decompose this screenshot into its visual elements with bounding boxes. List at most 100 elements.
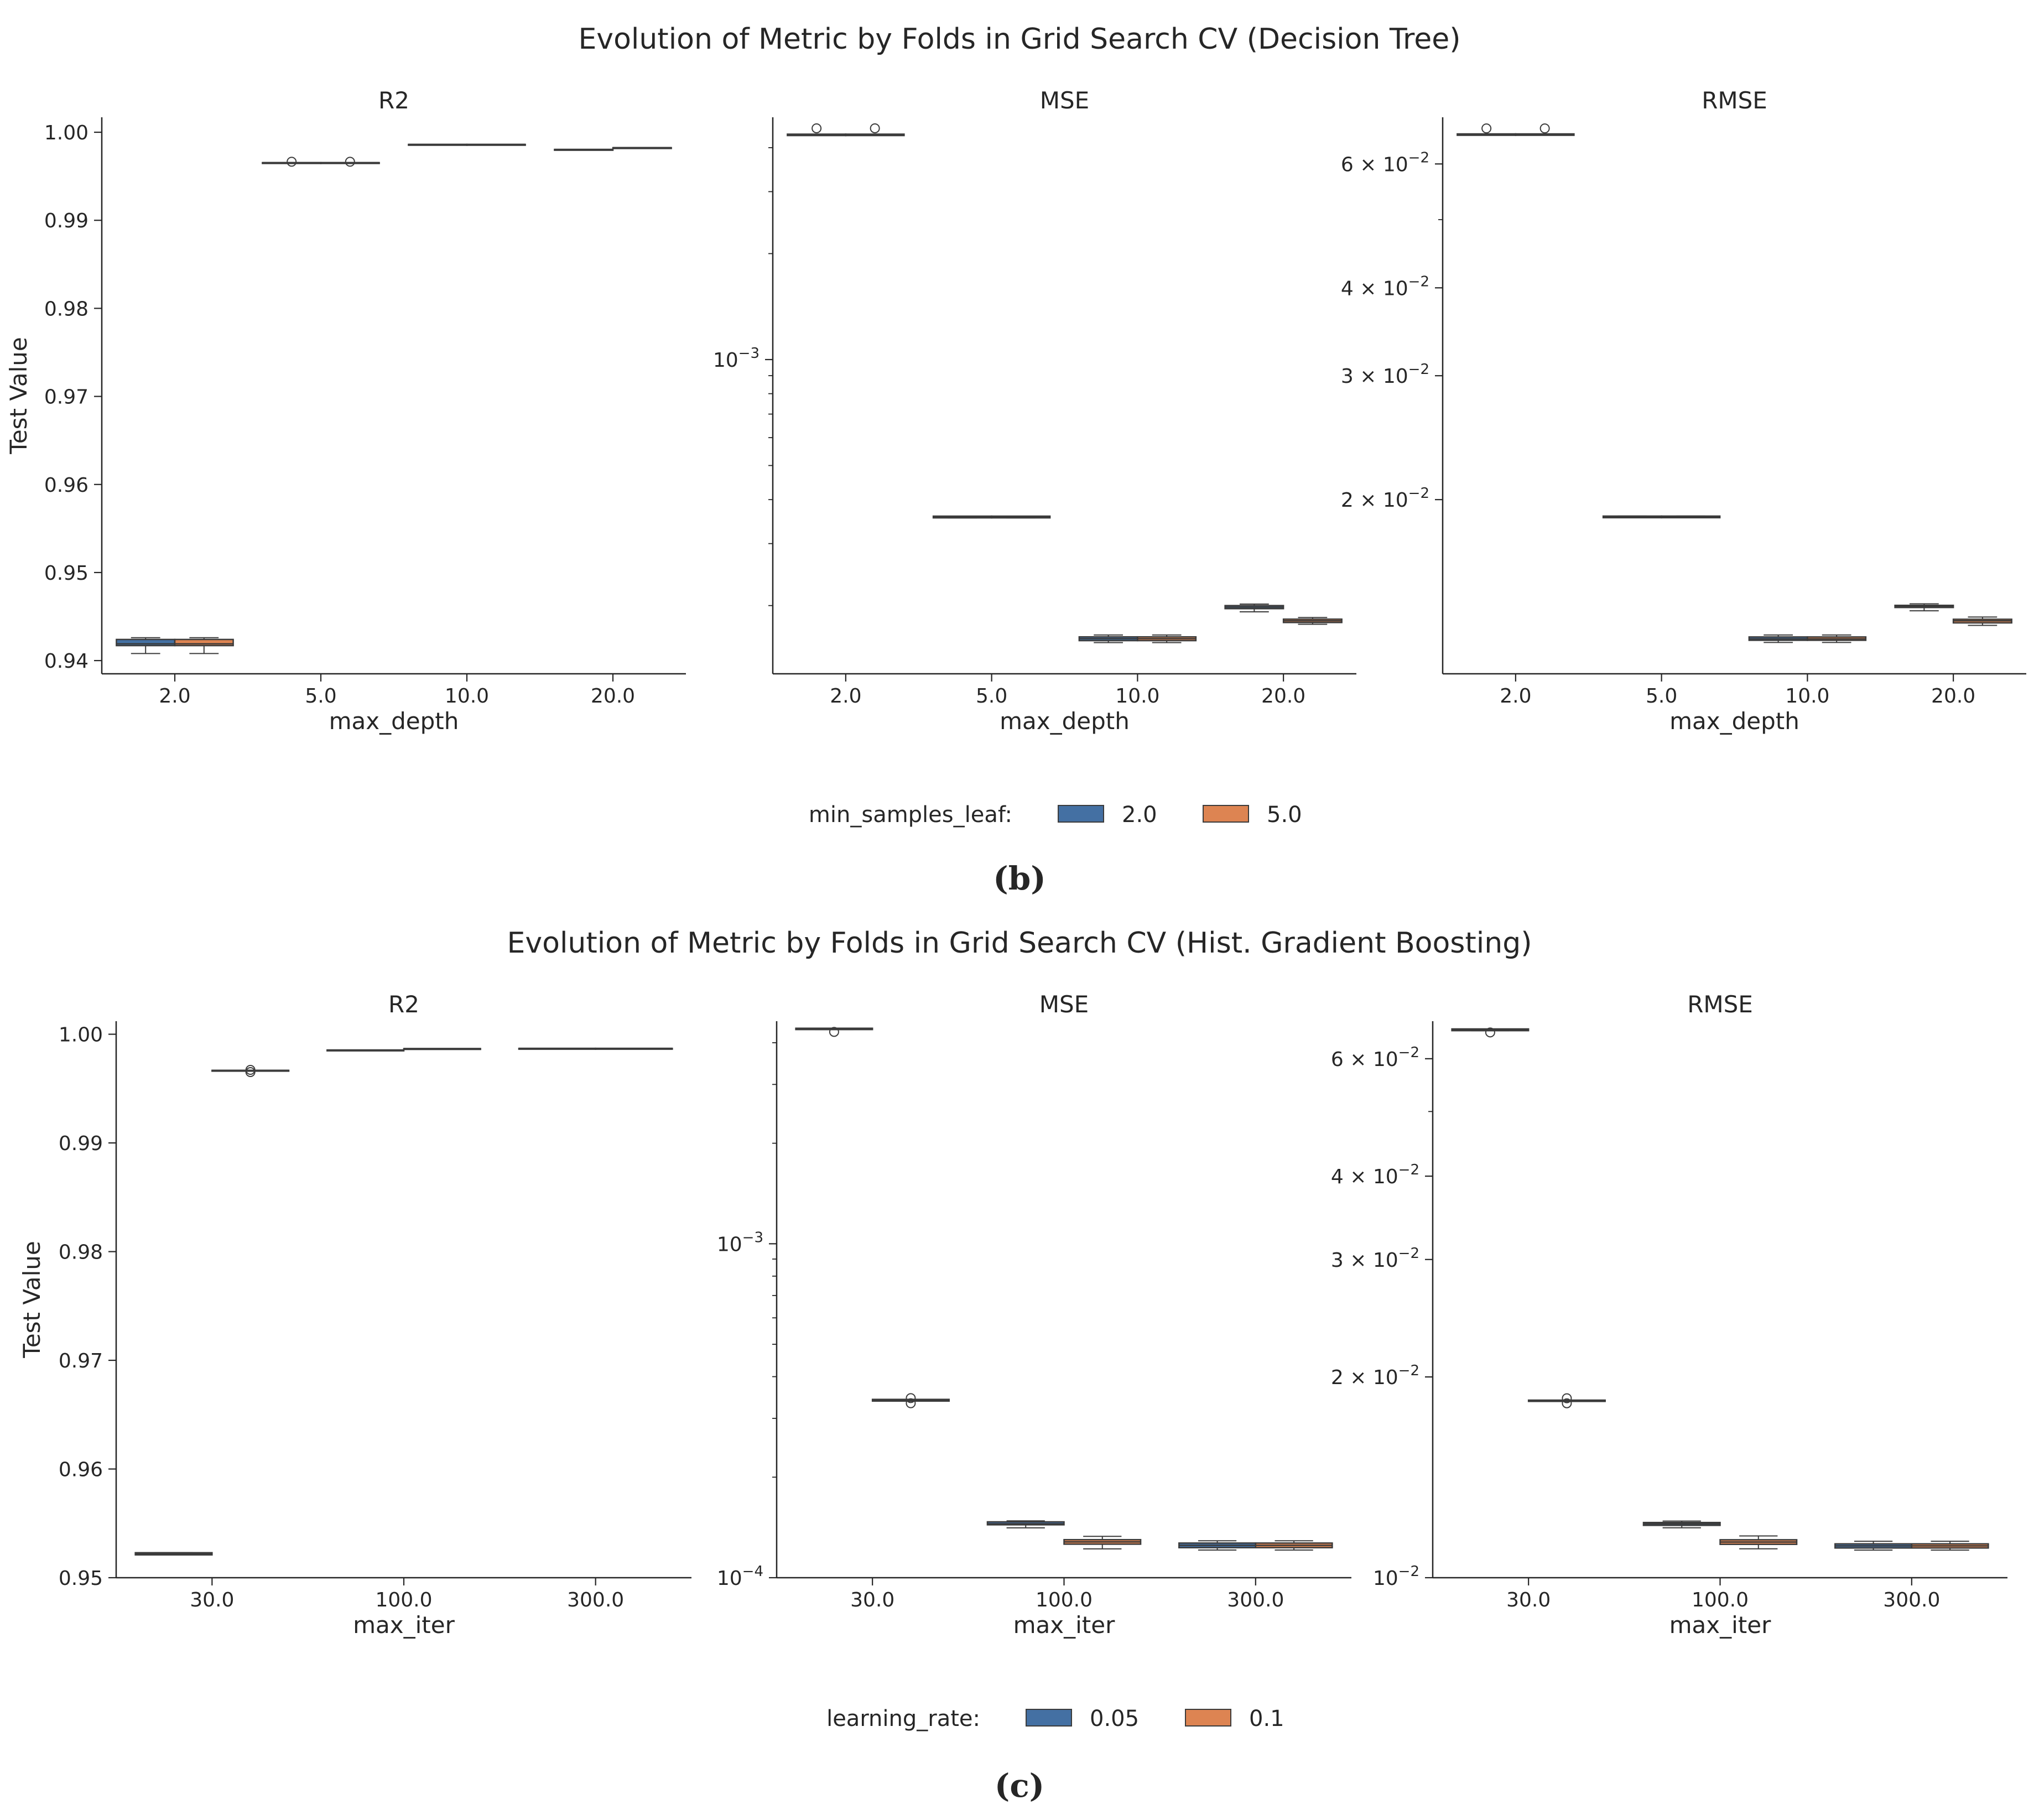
- figure-b-legend-swatch-0: [1058, 805, 1104, 823]
- panel-title: R2: [388, 991, 419, 1018]
- box-outlier: [287, 157, 297, 167]
- x-axis-label: max_depth: [1669, 708, 1799, 735]
- box-outlier: [870, 123, 880, 133]
- panel-title: RMSE: [1702, 87, 1767, 114]
- x-tick-label: 30.0: [190, 1589, 234, 1611]
- box-outlier: [812, 123, 822, 133]
- box-2.0-series-1: [845, 123, 905, 137]
- figure-c-legend-swatch-0: [1026, 1709, 1072, 1727]
- box-body: [174, 638, 234, 647]
- box-300.0-series-1: [595, 1047, 673, 1050]
- box-outlier: [1481, 123, 1492, 134]
- figure-c-legend-title: learning_rate:: [826, 1706, 980, 1731]
- box-30.0-series-0: [795, 1027, 873, 1037]
- box-100.0-series-1: [1719, 1535, 1798, 1549]
- box-5.0-series-1: [1661, 515, 1721, 519]
- x-tick-label: 5.0: [305, 685, 336, 708]
- x-tick-label: 2.0: [159, 685, 190, 708]
- box-20.0-series-0: [1894, 603, 1954, 612]
- y-tick-label: 1.00: [59, 1024, 103, 1047]
- y-tick-label: 1.00: [44, 122, 89, 144]
- box-30.0-series-1: [1527, 1393, 1606, 1408]
- box-outlier: [1562, 1398, 1572, 1408]
- box-outlier: [1539, 123, 1550, 134]
- box-20.0-series-1: [1282, 617, 1343, 625]
- box-30.0-series-0: [134, 1552, 213, 1556]
- box-outlier: [245, 1065, 256, 1075]
- x-axis-label: max_depth: [329, 708, 459, 735]
- figure-b-caption: (b): [993, 860, 1045, 897]
- box-100.0-series-0: [986, 1520, 1065, 1528]
- box-10.0-series-0: [408, 143, 468, 146]
- box-20.0-series-0: [554, 148, 614, 151]
- y-tick-label: 0.97: [44, 386, 89, 409]
- figure-b-title: Evolution of Metric by Folds in Grid Sea…: [578, 23, 1460, 56]
- box-10.0-series-1: [1137, 634, 1197, 643]
- box-5.0-series-0: [1602, 515, 1662, 519]
- panel-title: MSE: [1039, 991, 1089, 1018]
- x-tick-label: 10.0: [1785, 685, 1829, 708]
- box-300.0-series-1: [1255, 1540, 1333, 1551]
- box-body: [116, 638, 176, 647]
- box-outlier: [906, 1398, 916, 1408]
- x-tick-label: 300.0: [567, 1589, 624, 1611]
- y-tick-label: 0.96: [59, 1459, 103, 1481]
- figure-c-legend-swatch-1: [1185, 1709, 1231, 1727]
- figure-c-caption: (c): [995, 1767, 1044, 1805]
- box-2.0-series-1: [174, 637, 234, 654]
- box-outlier: [1485, 1027, 1495, 1038]
- box-100.0-series-0: [326, 1049, 405, 1052]
- figure-b-legend-label-1: 5.0: [1267, 802, 1302, 828]
- box-10.0-series-1: [466, 143, 526, 146]
- box-300.0-series-0: [518, 1047, 596, 1050]
- figure-b-legend-swatch-1: [1203, 805, 1249, 823]
- x-tick-label: 10.0: [445, 685, 489, 708]
- figure-b-legend-title: min_samples_leaf:: [809, 802, 1012, 828]
- box-outlier: [345, 157, 355, 167]
- y-tick-label: 0.99: [44, 210, 89, 232]
- panels-layer: R2 0.94 0.95 0.96 0.97 0.98 0.99 1.00 2.0 5.0 10.0…: [5, 87, 2026, 1639]
- y-tick-label: 0.98: [59, 1241, 103, 1264]
- x-tick-label: 100.0: [1692, 1589, 1749, 1611]
- y-tick-label: 0.99: [59, 1132, 103, 1155]
- x-tick-label: 20.0: [1931, 685, 1975, 708]
- x-tick-label: 300.0: [1227, 1589, 1284, 1611]
- box-20.0-series-0: [1224, 603, 1284, 612]
- x-tick-label: 20.0: [591, 685, 635, 708]
- box-30.0-series-0: [1451, 1027, 1530, 1038]
- figure-b-legend-label-0: 2.0: [1122, 802, 1157, 828]
- box-2.0-series-1: [1515, 123, 1575, 136]
- box-100.0-series-1: [403, 1048, 481, 1051]
- x-axis-label: max_iter: [353, 1611, 455, 1639]
- x-tick-label: 300.0: [1883, 1589, 1940, 1611]
- box-2.0-series-0: [1457, 123, 1517, 136]
- panel-c-r2: R2 0.95 0.96 0.97 0.98 0.99 1.00 30.0 100.0 300.0…: [18, 991, 691, 1639]
- y-tick-label: 0.95: [44, 562, 89, 585]
- figure-c-legend-label-0: 0.05: [1090, 1706, 1139, 1731]
- x-tick-label: 30.0: [1506, 1589, 1551, 1611]
- box-5.0-series-1: [320, 157, 380, 167]
- box-outlier: [906, 1393, 916, 1403]
- panel-title: MSE: [1040, 87, 1089, 114]
- x-tick-label: 5.0: [976, 685, 1007, 708]
- x-axis-label: max_depth: [1000, 708, 1130, 735]
- box-30.0-series-1: [211, 1065, 290, 1077]
- y-tick-label: 0.94: [44, 650, 89, 673]
- box-outlier: [829, 1027, 839, 1037]
- x-tick-label: 100.0: [1036, 1589, 1093, 1611]
- x-tick-label: 2.0: [830, 685, 861, 708]
- x-tick-label: 10.0: [1115, 685, 1159, 708]
- box-5.0-series-1: [991, 515, 1051, 519]
- figure-c-legend-label-1: 0.1: [1249, 1706, 1284, 1731]
- y-axis-label: Test Value: [5, 337, 32, 454]
- x-tick-label: 20.0: [1261, 685, 1305, 708]
- x-axis-label: max_iter: [1669, 1611, 1771, 1639]
- y-tick-label: 0.95: [59, 1567, 103, 1590]
- box-outlier: [1562, 1393, 1572, 1403]
